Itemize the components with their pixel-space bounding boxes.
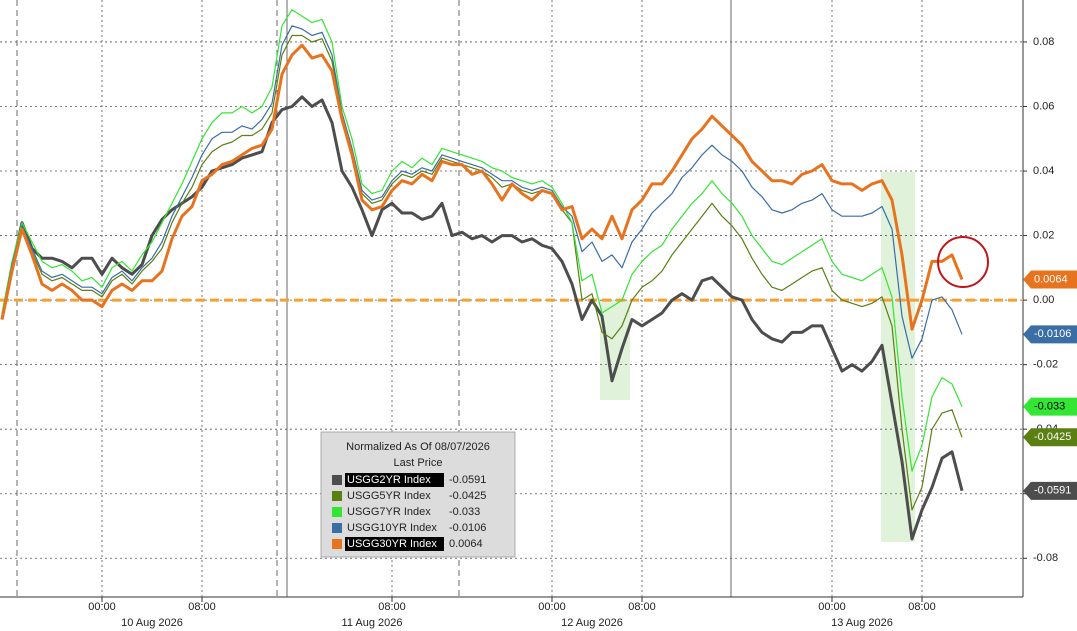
- highlight-circle: [937, 236, 989, 288]
- legend-value: 0.0064: [449, 538, 483, 550]
- value-badge: [1023, 325, 1077, 344]
- y-tick-label: 0.06: [1033, 100, 1054, 112]
- legend-swatch: [332, 507, 342, 517]
- y-tick-label: 0.04: [1033, 165, 1054, 177]
- legend-label: USGG10YR Index: [347, 522, 437, 534]
- x-tick-label: 08:00: [188, 601, 216, 613]
- value-badge-label: -0.0591: [1034, 485, 1071, 497]
- x-tick-label: 08:00: [378, 601, 406, 613]
- legend-swatch: [332, 539, 342, 549]
- value-badge-label: 0.0064: [1034, 273, 1068, 285]
- legend-label: USGG5YR Index: [347, 490, 431, 502]
- layout: [0, 0, 1024, 598]
- legend-swatch: [332, 523, 342, 533]
- legend-swatch: [332, 475, 342, 485]
- y-tick-label: -0.02: [1033, 359, 1058, 371]
- series-line: [1, 25, 963, 359]
- plot: [0, 9, 1023, 541]
- x-tick-label: 00:00: [818, 601, 846, 613]
- x-day-label: 10 Aug 2026: [121, 617, 183, 629]
- legend-swatch: [332, 491, 342, 501]
- highlight-band: [600, 300, 630, 400]
- x-tick-label: 08:00: [908, 601, 936, 613]
- value-badge: [1023, 397, 1077, 416]
- legend-title: Normalized As Of 08/07/2026: [346, 441, 490, 453]
- legend-value: -0.0106: [449, 522, 486, 534]
- value-badge: [1023, 428, 1077, 447]
- legend-box: [320, 431, 516, 558]
- y-tick-label: 0.02: [1033, 229, 1054, 241]
- legend: Normalized As Of 08/07/2026 Last Price U…: [320, 431, 516, 558]
- x-day-label: 12 Aug 2026: [561, 617, 623, 629]
- legend-value: -0.033: [449, 506, 480, 518]
- value-badge: [1023, 270, 1077, 289]
- badges: -0.0591 -0.0425 -0.033 -0.0106 0.0064: [1023, 270, 1077, 500]
- value-badge-label: -0.0106: [1034, 328, 1071, 340]
- x-day-label: 11 Aug 2026: [342, 617, 403, 629]
- x-day-label: 13 Aug 2026: [831, 617, 893, 629]
- legend-highlight: [345, 473, 444, 487]
- legend-highlight: [345, 537, 444, 551]
- legend-label: USGG7YR Index: [347, 506, 431, 518]
- series-line: [0, 43, 964, 331]
- legend-subtitle: Last Price: [394, 457, 443, 469]
- series-line: [0, 95, 964, 541]
- legend-value: -0.0591: [449, 474, 486, 486]
- series-line: [1, 9, 963, 472]
- y-tick-label: -0.08: [1033, 552, 1058, 564]
- y-tick-label: 0.08: [1033, 36, 1054, 48]
- legend-label: USGG30YR Index: [347, 538, 437, 550]
- legend-label: USGG2YR Index: [347, 474, 431, 486]
- x-tick-label: 08:00: [628, 601, 656, 613]
- legend-value: -0.0425: [449, 490, 486, 502]
- value-badge-label: -0.033: [1034, 401, 1065, 413]
- x-tick-label: 00:00: [88, 601, 116, 613]
- y-tick-label: 0.00: [1033, 294, 1054, 306]
- value-badge: [1023, 481, 1077, 500]
- value-badge-label: -0.0425: [1034, 431, 1071, 443]
- x-tick-label: 00:00: [538, 601, 566, 613]
